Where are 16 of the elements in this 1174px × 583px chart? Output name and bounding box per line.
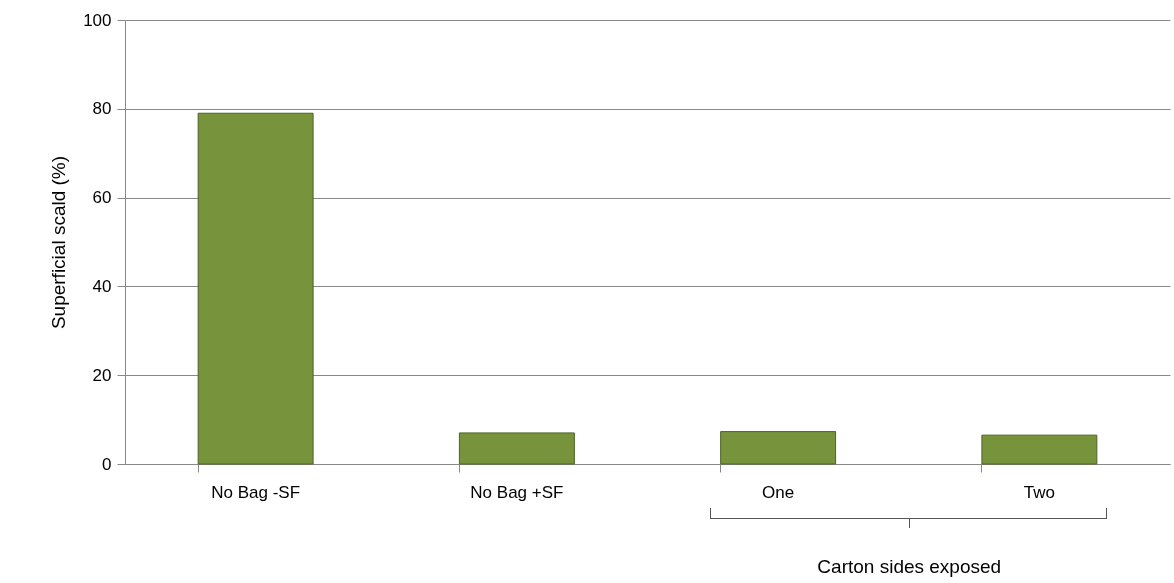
x-tick-label: One [762, 482, 795, 502]
y-tick-label: 0 [102, 454, 112, 474]
bar [197, 112, 314, 465]
bar [720, 431, 837, 465]
y-axis-title: Superficial scald (%) [48, 155, 70, 330]
x-tick-label: No Bag +SF [470, 482, 564, 502]
y-tick-label: 40 [92, 276, 112, 296]
y-tick-label: 100 [83, 10, 112, 30]
y-tick-label: 60 [92, 188, 112, 208]
y-tick-label: 80 [92, 99, 112, 119]
x-tick-label: Two [1023, 482, 1055, 502]
y-tick-label: 20 [92, 365, 112, 385]
bar [981, 434, 1098, 465]
x-axis-title: Carton sides exposed [817, 555, 1002, 577]
x-tick-label: No Bag -SF [211, 482, 301, 502]
bar [458, 432, 575, 465]
